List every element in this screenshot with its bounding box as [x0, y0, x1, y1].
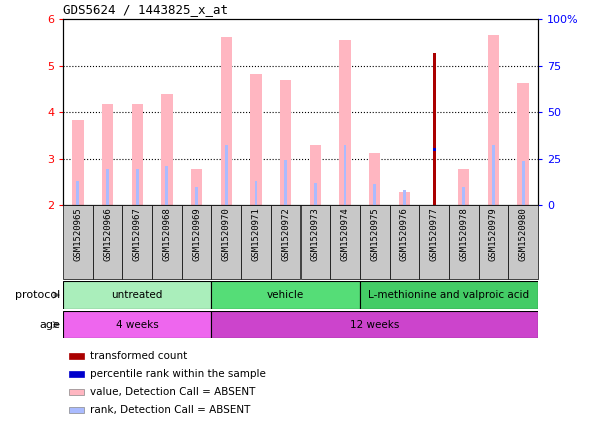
Text: GSM1520978: GSM1520978 [459, 207, 468, 261]
Bar [254, 181, 257, 205]
Bar [251, 74, 261, 205]
Bar [63, 311, 212, 338]
Bar [389, 205, 419, 279]
Bar [360, 281, 538, 309]
Bar [458, 169, 469, 205]
Text: protocol: protocol [15, 290, 60, 300]
Bar [433, 148, 436, 151]
Bar [212, 205, 241, 279]
Text: 12 weeks: 12 weeks [350, 320, 400, 330]
Text: GSM1520967: GSM1520967 [133, 207, 142, 261]
Text: transformed count: transformed count [90, 351, 188, 361]
Bar [330, 205, 360, 279]
Text: GSM1520973: GSM1520973 [311, 207, 320, 261]
Bar [165, 166, 168, 205]
Bar [508, 205, 538, 279]
Text: GSM1520970: GSM1520970 [222, 207, 231, 261]
Bar [76, 181, 79, 205]
Bar [221, 37, 232, 205]
Text: GSM1520966: GSM1520966 [103, 207, 112, 261]
Bar [517, 83, 529, 205]
Text: untreated: untreated [112, 290, 163, 300]
Text: GSM1520968: GSM1520968 [162, 207, 171, 261]
Bar [63, 205, 93, 279]
Bar [93, 205, 123, 279]
Bar [344, 145, 347, 205]
Text: GSM1520976: GSM1520976 [400, 207, 409, 261]
Bar [314, 183, 317, 205]
Text: GSM1520977: GSM1520977 [430, 207, 439, 261]
Bar [136, 169, 139, 205]
Bar [360, 205, 389, 279]
Bar [271, 205, 300, 279]
Text: value, Detection Call = ABSENT: value, Detection Call = ABSENT [90, 387, 255, 397]
Text: GSM1520969: GSM1520969 [192, 207, 201, 261]
Bar [161, 94, 172, 205]
Bar [310, 145, 321, 205]
Bar [403, 190, 406, 205]
Text: GSM1520980: GSM1520980 [519, 207, 528, 261]
Bar [195, 187, 198, 205]
Bar [63, 281, 212, 309]
Bar [182, 205, 212, 279]
Bar [462, 187, 465, 205]
Text: GSM1520971: GSM1520971 [251, 207, 260, 261]
Bar [284, 159, 287, 205]
Text: rank, Detection Call = ABSENT: rank, Detection Call = ABSENT [90, 405, 251, 415]
Bar [152, 205, 182, 279]
Text: GSM1520965: GSM1520965 [73, 207, 82, 261]
Bar [449, 205, 478, 279]
Bar [212, 281, 360, 309]
Bar [241, 205, 271, 279]
Bar [280, 80, 291, 205]
Bar [488, 36, 499, 205]
Text: L-methionine and valproic acid: L-methionine and valproic acid [368, 290, 529, 300]
Bar [106, 169, 109, 205]
Text: GSM1520975: GSM1520975 [370, 207, 379, 261]
Text: GSM1520979: GSM1520979 [489, 207, 498, 261]
Text: GSM1520972: GSM1520972 [281, 207, 290, 261]
Bar [492, 145, 495, 205]
Bar [132, 104, 143, 205]
Text: percentile rank within the sample: percentile rank within the sample [90, 369, 266, 379]
Text: GDS5624 / 1443825_x_at: GDS5624 / 1443825_x_at [63, 3, 228, 16]
Bar [433, 52, 436, 205]
Bar [102, 104, 113, 205]
Text: GSM1520974: GSM1520974 [341, 207, 350, 261]
Bar [72, 121, 84, 205]
Bar [369, 153, 380, 205]
Bar [419, 205, 449, 279]
Bar [522, 161, 525, 205]
Text: 4 weeks: 4 weeks [116, 320, 159, 330]
Text: vehicle: vehicle [267, 290, 304, 300]
Bar [373, 184, 376, 205]
Bar [212, 311, 538, 338]
Bar [478, 205, 508, 279]
Bar [300, 205, 330, 279]
Bar [225, 145, 228, 205]
Bar [191, 169, 203, 205]
Bar [398, 192, 410, 205]
Bar [340, 40, 350, 205]
Bar [123, 205, 152, 279]
Text: age: age [39, 320, 60, 330]
